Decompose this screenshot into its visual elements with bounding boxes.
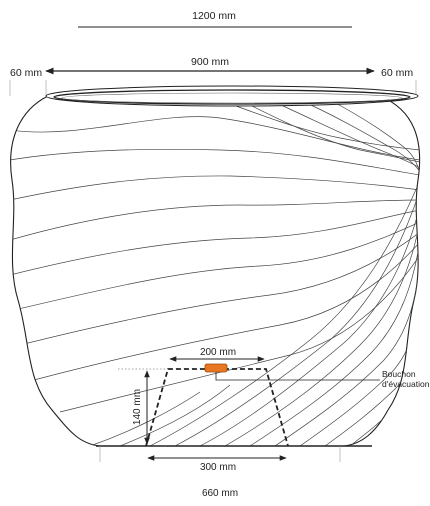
opening-width-label: 900 mm <box>191 56 229 68</box>
rim-left-label: 60 mm <box>10 67 42 79</box>
callout-line2: d'évacuation <box>382 379 430 389</box>
callout-line1: Bouchon <box>382 369 416 379</box>
rim-inner-2 <box>61 92 403 104</box>
total-width-label: 1200 mm <box>192 10 236 22</box>
rim-inner <box>53 89 411 105</box>
rim-right-label: 60 mm <box>381 67 413 79</box>
drain-plug <box>204 363 228 373</box>
plug-callout-line <box>215 372 380 381</box>
drain-top-label: 200 mm <box>200 347 236 358</box>
base-width-label: 660 mm <box>202 488 238 499</box>
drain-outline <box>145 368 289 447</box>
drain-bottom-label: 300 mm <box>200 462 236 473</box>
drain-height-label: 140 mm <box>132 389 143 425</box>
pot-contours <box>10 99 420 446</box>
pot-body <box>10 95 421 447</box>
